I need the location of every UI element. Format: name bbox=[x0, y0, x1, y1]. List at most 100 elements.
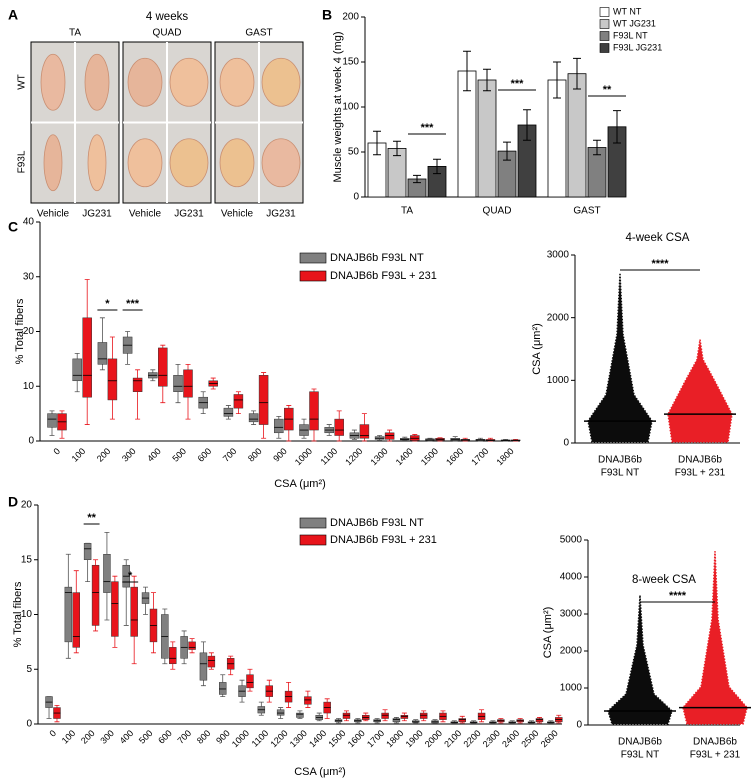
x-tick-label: 0 bbox=[47, 728, 58, 739]
box bbox=[97, 342, 108, 365]
whisker-cap bbox=[556, 714, 562, 724]
box bbox=[274, 418, 284, 434]
x-tick-label: GAST bbox=[573, 206, 600, 217]
box bbox=[91, 564, 100, 626]
whisker-cap bbox=[123, 559, 129, 626]
x-tick-label: 2200 bbox=[461, 728, 482, 749]
whisker-cap bbox=[286, 405, 292, 442]
y-tick-label: 0 bbox=[353, 192, 359, 203]
dot-cloud bbox=[607, 595, 673, 725]
muscle-photo bbox=[169, 57, 209, 107]
y-tick-label: 0 bbox=[576, 720, 582, 731]
bar bbox=[567, 73, 587, 198]
whisker-cap bbox=[278, 707, 284, 719]
error-bar bbox=[553, 61, 561, 99]
significance-label: * bbox=[105, 298, 110, 310]
significance-label: **** bbox=[669, 590, 687, 602]
dot-cloud bbox=[667, 339, 733, 443]
whisker-cap bbox=[336, 410, 342, 442]
x-tick-label: F93L NT bbox=[601, 468, 640, 479]
x-tick-label: 1400 bbox=[394, 446, 415, 467]
y-tick-label: 3000 bbox=[547, 250, 570, 261]
y-axis-label: Muscle weights at week 4 (mg) bbox=[332, 32, 344, 183]
whisker-cap bbox=[311, 388, 317, 442]
box bbox=[296, 712, 304, 718]
x-tick-label: 1200 bbox=[268, 728, 289, 749]
muscle-photo bbox=[169, 138, 209, 188]
whisker-cap bbox=[104, 531, 110, 621]
dot-cloud bbox=[682, 551, 748, 725]
legend-label: DNAJB6b F93L NT bbox=[330, 252, 424, 264]
x-tick-label: DNAJB6b bbox=[618, 737, 662, 748]
whisker-cap bbox=[374, 718, 380, 724]
y-tick-label: 5000 bbox=[560, 535, 583, 546]
y-tick-label: 20 bbox=[23, 326, 35, 337]
whisker-cap bbox=[536, 717, 542, 724]
x-tick-label: 300 bbox=[120, 446, 138, 464]
whisker-cap bbox=[276, 415, 282, 439]
y-tick-label: 40 bbox=[23, 217, 35, 228]
box bbox=[130, 586, 138, 637]
whisker-cap bbox=[162, 608, 168, 665]
x-tick-label: 700 bbox=[221, 446, 239, 464]
box bbox=[304, 696, 312, 705]
box bbox=[219, 682, 227, 695]
treatment-label: Vehicle bbox=[129, 209, 162, 220]
box bbox=[276, 709, 285, 716]
whisker-cap bbox=[440, 710, 446, 723]
whisker-cap bbox=[393, 717, 399, 724]
whisker-cap bbox=[382, 709, 388, 722]
panel-label: B bbox=[322, 7, 332, 23]
y-tick-label: 1000 bbox=[560, 683, 583, 694]
box bbox=[107, 358, 118, 401]
x-tick-label: 1300 bbox=[368, 446, 389, 467]
y-tick-label: 100 bbox=[342, 102, 359, 113]
x-tick-label: 800 bbox=[195, 728, 213, 746]
whisker-cap bbox=[189, 638, 195, 654]
x-tick-label: 2000 bbox=[423, 728, 444, 749]
y-tick-label: 20 bbox=[21, 500, 33, 511]
muscle-photo bbox=[43, 134, 63, 192]
legend-swatch bbox=[599, 7, 610, 17]
whisker-cap bbox=[208, 652, 214, 670]
x-tick-label: 600 bbox=[196, 446, 214, 464]
x-tick-label: 2600 bbox=[539, 728, 560, 749]
whisker-cap bbox=[200, 391, 206, 415]
whisker-cap bbox=[228, 655, 234, 676]
whisker-cap bbox=[297, 710, 303, 719]
box bbox=[83, 543, 92, 561]
y-tick-label: 0 bbox=[28, 436, 34, 447]
box bbox=[359, 424, 370, 439]
box bbox=[392, 718, 401, 723]
muscle-photo bbox=[87, 134, 107, 192]
whisker-cap bbox=[363, 712, 369, 722]
whisker-cap bbox=[99, 317, 105, 371]
x-tick-label: 100 bbox=[70, 446, 88, 464]
x-tick-label: 1100 bbox=[319, 446, 340, 467]
whisker-cap bbox=[112, 575, 118, 648]
y-tick-label: 2000 bbox=[560, 646, 583, 657]
x-tick-label: 1300 bbox=[288, 728, 309, 749]
x-tick-label: TA bbox=[401, 206, 413, 217]
treatment-label: JG231 bbox=[174, 209, 204, 220]
whisker-cap bbox=[361, 413, 367, 442]
x-tick-label: 0 bbox=[51, 446, 62, 457]
muscle-photo bbox=[84, 53, 110, 111]
whisker-cap bbox=[49, 410, 55, 436]
whisker-cap bbox=[336, 718, 342, 724]
x-tick-label: 600 bbox=[156, 728, 174, 746]
significance-label: * bbox=[128, 570, 133, 582]
error-bar bbox=[573, 57, 581, 90]
error-bar bbox=[523, 109, 531, 141]
x-tick-label: 1500 bbox=[326, 728, 347, 749]
whisker-cap bbox=[351, 429, 357, 440]
legend-swatch bbox=[299, 517, 327, 529]
box bbox=[158, 347, 168, 387]
y-tick-label: 1000 bbox=[547, 375, 570, 386]
box bbox=[199, 652, 208, 681]
whisker-cap bbox=[479, 709, 485, 723]
whisker-cap bbox=[301, 418, 307, 439]
whisker-cap bbox=[487, 437, 493, 442]
whisker-cap bbox=[437, 437, 443, 442]
